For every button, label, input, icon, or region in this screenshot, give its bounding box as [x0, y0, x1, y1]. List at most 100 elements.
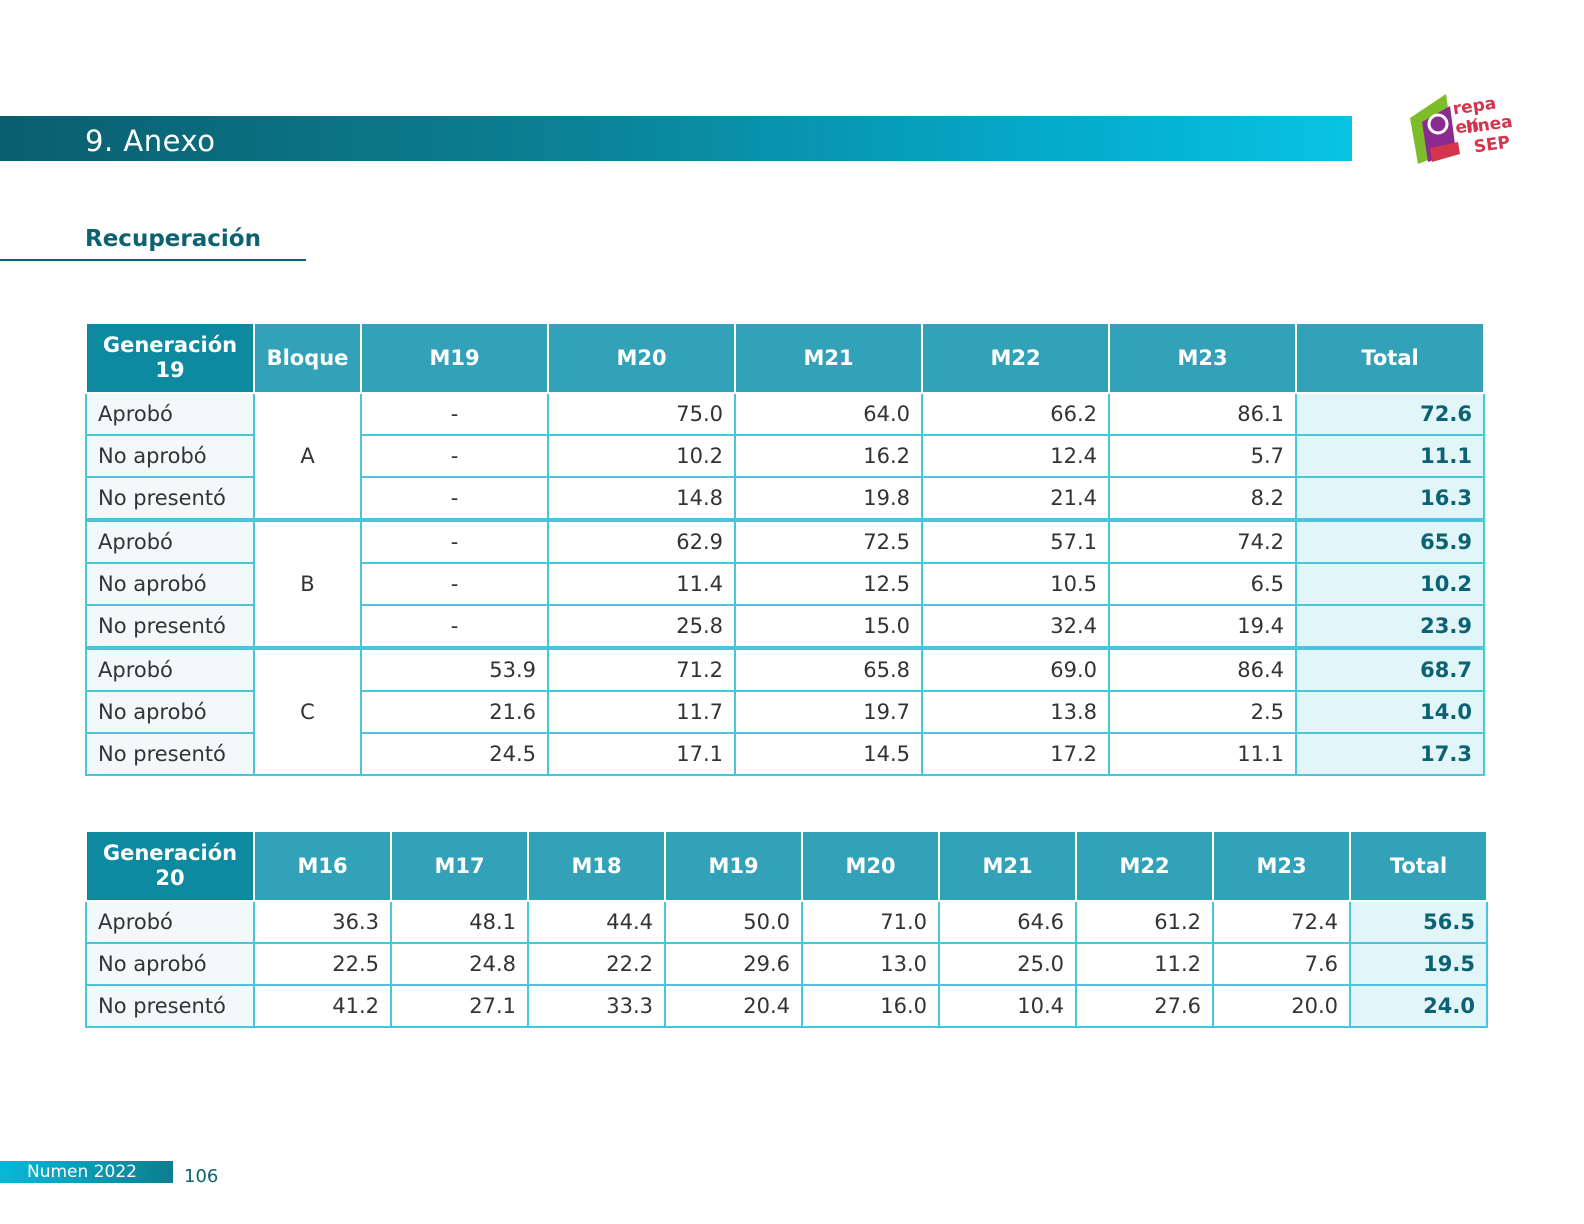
- cell: 71.0: [801, 900, 940, 944]
- generation-header-number: 20: [155, 866, 185, 890]
- generation-header: Generación 20: [85, 830, 255, 902]
- cell: 25.0: [938, 942, 1077, 986]
- cell: 86.1: [1108, 392, 1297, 436]
- col-header: M21: [938, 830, 1077, 902]
- col-header: Total: [1349, 830, 1488, 902]
- cell: 64.6: [938, 900, 1077, 944]
- cell: 27.1: [390, 984, 529, 1028]
- block-label: B: [253, 518, 362, 649]
- cell: 66.2: [921, 392, 1110, 436]
- cell: 19.7: [734, 690, 923, 734]
- cell: 2.5: [1108, 690, 1297, 734]
- cell: 86.4: [1108, 646, 1297, 692]
- cell: 24.8: [390, 942, 529, 986]
- cell: 16.2: [734, 434, 923, 478]
- total-cell: 65.9: [1295, 518, 1485, 564]
- cell: 12.4: [921, 434, 1110, 478]
- row-label: No presentó: [85, 984, 255, 1028]
- col-header: M23: [1212, 830, 1351, 902]
- total-cell: 11.1: [1295, 434, 1485, 478]
- cell: 22.5: [253, 942, 392, 986]
- cell: 33.3: [527, 984, 666, 1028]
- table-row: No presentó - 25.8 15.0 32.4 19.4 23.9: [85, 604, 1485, 649]
- cell: 17.1: [547, 732, 736, 776]
- table-generacion-19: Generación 19 Bloque M19 M20 M21 M22 M23…: [85, 322, 1485, 776]
- cell: 36.3: [253, 900, 392, 944]
- table-generacion-20: Generación 20 M16 M17 M18 M19 M20 M21 M2…: [85, 830, 1488, 1028]
- total-cell: 72.6: [1295, 392, 1485, 436]
- col-header: M17: [390, 830, 529, 902]
- table-row: Aprobó C 53.9 71.2 65.8 69.0 86.4 68.7: [85, 646, 1485, 776]
- row-label: Aprobó: [85, 900, 255, 944]
- col-header: M18: [527, 830, 666, 902]
- cell: 21.4: [921, 476, 1110, 521]
- section-underline: [0, 259, 306, 261]
- cell: 32.4: [921, 604, 1110, 649]
- cell: -: [360, 434, 549, 478]
- cell: 25.8: [547, 604, 736, 649]
- table-row: No presentó - 14.8 19.8 21.4 8.2 16.3: [85, 476, 1485, 521]
- cell: 22.2: [527, 942, 666, 986]
- col-header: M19: [664, 830, 803, 902]
- cell: 17.2: [921, 732, 1110, 776]
- cell: 20.0: [1212, 984, 1351, 1028]
- table-row: No presentó 24.5 17.1 14.5 17.2 11.1 17.…: [85, 732, 1485, 776]
- cell: 69.0: [921, 646, 1110, 692]
- cell: 6.5: [1108, 562, 1297, 606]
- cell: 15.0: [734, 604, 923, 649]
- cell: 10.5: [921, 562, 1110, 606]
- block-label: C: [253, 646, 362, 776]
- footer-publication: Numen 2022: [27, 1162, 137, 1182]
- cell: -: [360, 518, 549, 564]
- cell: -: [360, 604, 549, 649]
- cell: 11.1: [1108, 732, 1297, 776]
- logo-graphic-icon: [1410, 94, 1460, 164]
- cell: 53.9: [360, 646, 549, 692]
- col-header: M16: [253, 830, 392, 902]
- cell: 14.8: [547, 476, 736, 521]
- row-label: No aprobó: [85, 942, 255, 986]
- cell: 50.0: [664, 900, 803, 944]
- table-header-row: Generación 19 Bloque M19 M20 M21 M22 M23…: [85, 322, 1485, 394]
- row-label: No aprobó: [85, 562, 255, 606]
- section-title: Recuperación: [85, 226, 261, 252]
- cell: 72.5: [734, 518, 923, 564]
- total-cell: 68.7: [1295, 646, 1485, 692]
- table-row: No aprobó - 11.4 12.5 10.5 6.5 10.2: [85, 562, 1485, 606]
- row-label: Aprobó: [85, 392, 255, 436]
- col-header: Bloque: [253, 322, 362, 394]
- block-label: A: [253, 392, 362, 521]
- cell: 19.8: [734, 476, 923, 521]
- cell: -: [360, 562, 549, 606]
- table-row: Aprobó 36.3 48.1 44.4 50.0 71.0 64.6 61.…: [85, 900, 1488, 944]
- cell: 71.2: [547, 646, 736, 692]
- col-header: Total: [1295, 322, 1485, 394]
- cell: 7.6: [1212, 942, 1351, 986]
- row-label: No aprobó: [85, 434, 255, 478]
- prepa-en-linea-logo: repa en línea SEP: [1408, 88, 1518, 170]
- col-header: M19: [360, 322, 549, 394]
- cell: 8.2: [1108, 476, 1297, 521]
- cell: 14.5: [734, 732, 923, 776]
- footer-bar: [0, 1161, 173, 1183]
- cell: 72.4: [1212, 900, 1351, 944]
- cell: 24.5: [360, 732, 549, 776]
- cell: 29.6: [664, 942, 803, 986]
- row-label: No presentó: [85, 604, 255, 649]
- table-row: No aprobó 21.6 11.7 19.7 13.8 2.5 14.0: [85, 690, 1485, 734]
- cell: 11.2: [1075, 942, 1214, 986]
- generation-header-number: 19: [155, 358, 185, 382]
- cell: -: [360, 476, 549, 521]
- row-label: No presentó: [85, 476, 255, 521]
- cell: 21.6: [360, 690, 549, 734]
- col-header: M22: [1075, 830, 1214, 902]
- col-header: M20: [547, 322, 736, 394]
- cell: 11.7: [547, 690, 736, 734]
- cell: 13.8: [921, 690, 1110, 734]
- cell: 44.4: [527, 900, 666, 944]
- col-header: M23: [1108, 322, 1297, 394]
- total-cell: 24.0: [1349, 984, 1488, 1028]
- page-title: 9. Anexo: [85, 124, 216, 158]
- cell: 57.1: [921, 518, 1110, 564]
- cell: 16.0: [801, 984, 940, 1028]
